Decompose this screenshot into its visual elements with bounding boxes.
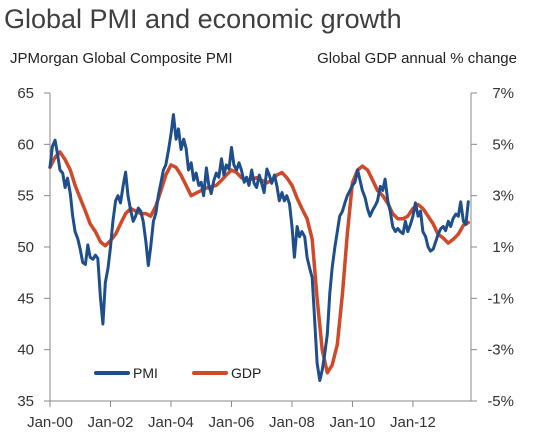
right-tick-label: 7%	[492, 85, 514, 102]
right-tick-label: -3%	[487, 342, 514, 359]
right-tick-label: -5%	[487, 393, 514, 410]
x-tick-label: Jan-04	[148, 414, 194, 431]
x-tick-label: Jan-06	[209, 414, 255, 431]
series-layer	[48, 113, 471, 382]
x-tick-label: Jan-02	[88, 414, 134, 431]
right-tick-label: 3%	[492, 188, 514, 205]
left-tick-label: 35	[17, 393, 34, 410]
left-tick-label: 40	[17, 342, 34, 359]
left-axis-ticks: 35 40 45 50 55 60 65	[17, 85, 50, 410]
chart-title: Global PMI and economic growth	[4, 4, 402, 34]
x-tick-label: Jan-10	[330, 414, 376, 431]
left-tick-label: 65	[17, 85, 34, 102]
x-tick-label: Jan-12	[390, 414, 436, 431]
left-axis-title: JPMorgan Global Composite PMI	[10, 50, 233, 67]
left-tick-label: 45	[17, 290, 34, 307]
legend: PMI GDP	[94, 365, 261, 381]
legend-gdp-label: GDP	[231, 365, 261, 381]
left-tick-label: 60	[17, 136, 34, 153]
right-tick-label: -1%	[487, 290, 514, 307]
x-axis-ticks: Jan-00 Jan-02 Jan-04 Jan-06 Jan-08 Jan-10 Jan-…	[27, 401, 436, 431]
pmi-series-line	[48, 113, 470, 382]
right-axis-ticks: -5% -3% -1% 1% 3% 5% 7%	[471, 85, 514, 410]
right-axis-title: Global GDP annual % change	[317, 50, 517, 67]
gdp-series-line	[48, 150, 471, 375]
left-tick-label: 50	[17, 239, 34, 256]
legend-pmi-label: PMI	[133, 365, 158, 381]
right-tick-label: 5%	[492, 136, 514, 153]
right-tick-label: 1%	[492, 239, 514, 256]
x-tick-label: Jan-00	[27, 414, 73, 431]
x-tick-label: Jan-08	[269, 414, 315, 431]
left-tick-label: 55	[17, 188, 34, 205]
